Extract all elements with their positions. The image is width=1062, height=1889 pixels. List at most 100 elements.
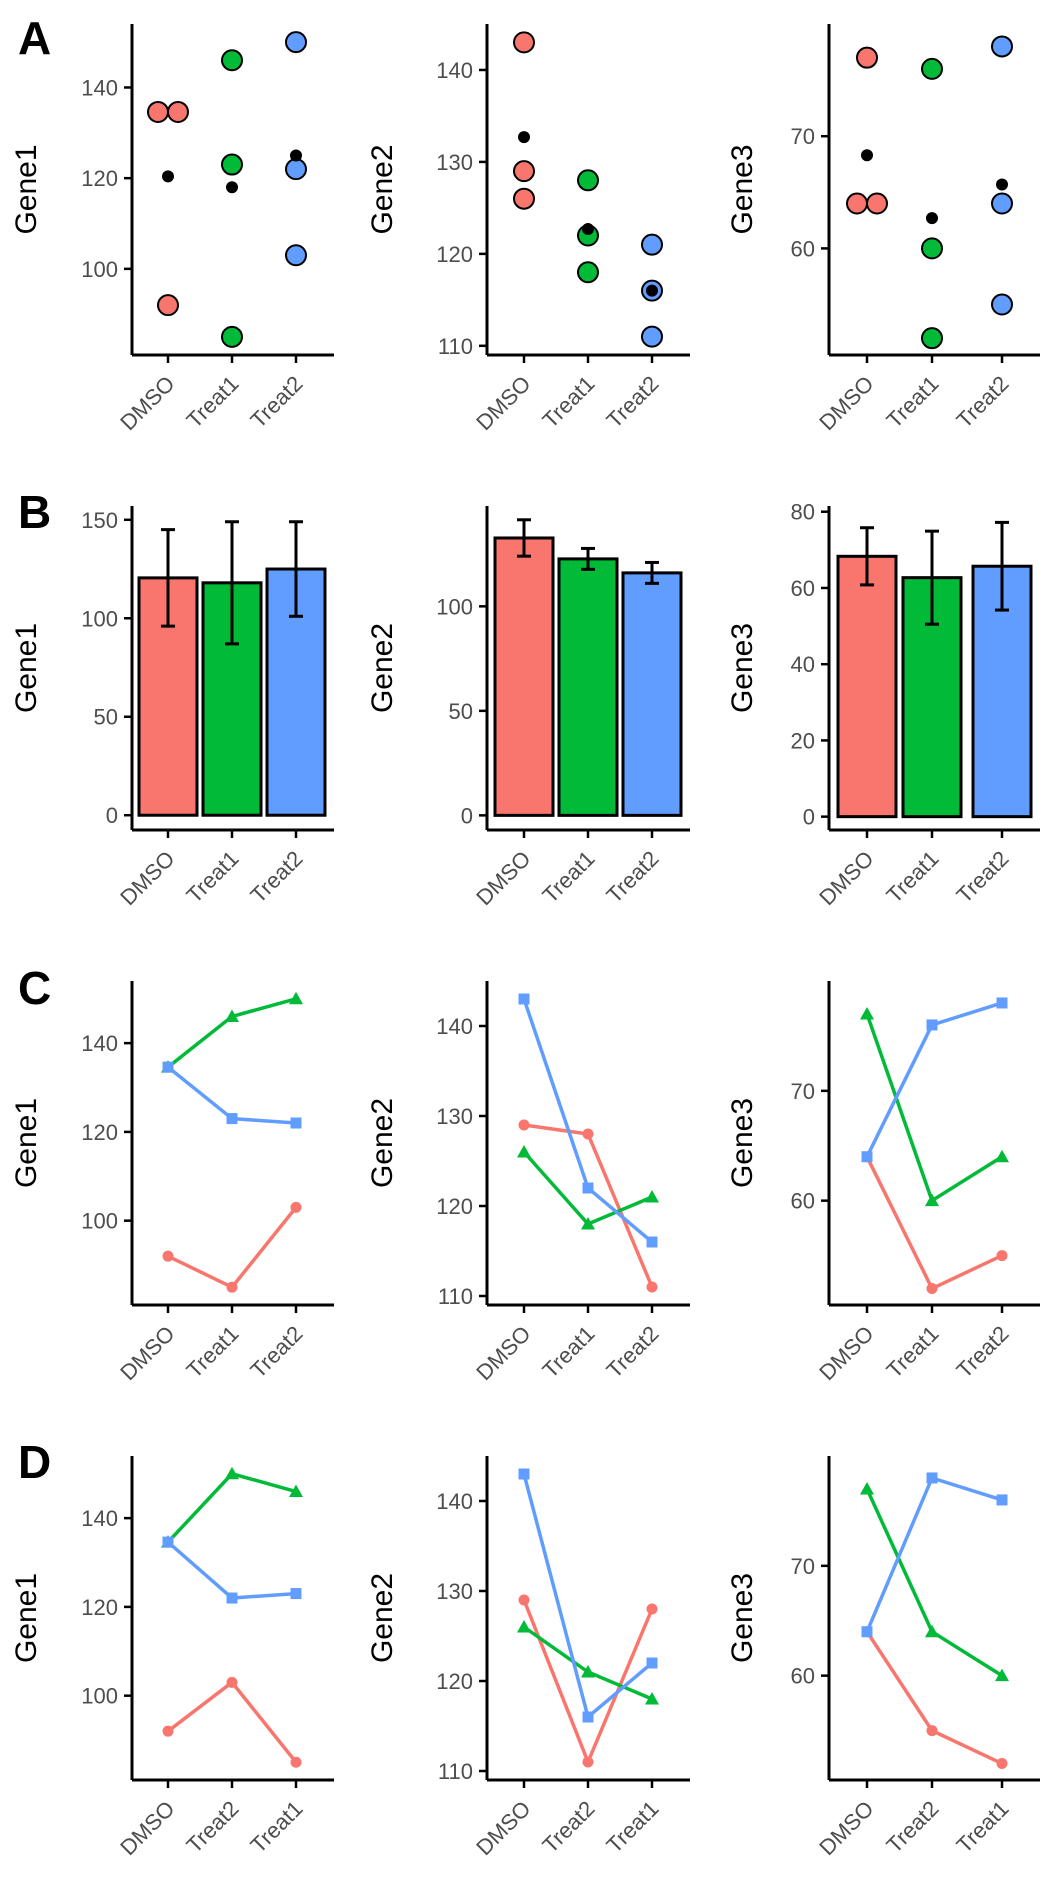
mean-point	[226, 181, 238, 194]
line-point	[290, 1117, 302, 1129]
x-tick-label: DMSO	[471, 371, 535, 435]
line-point	[581, 1217, 595, 1230]
chart-panel-c-gene2: 110 120 130 140 DMSO Treat1 Treat2 Gene2	[366, 981, 690, 1385]
data-point	[513, 187, 535, 210]
chart-panel-c-gene1: 100 120 140 DMSO Treat1 Treat2 Gene1	[10, 981, 334, 1385]
y-axis-label: Gene2	[366, 623, 399, 713]
x-tick-label: DMSO	[115, 1796, 179, 1860]
y-axis-label: Gene1	[10, 1573, 43, 1663]
mean-point	[646, 284, 658, 297]
y-tick-label: 0	[461, 803, 473, 828]
y-tick-label: 120	[81, 166, 118, 191]
x-tick-label: Treat1	[245, 1796, 307, 1858]
x-tick-label: Treat1	[181, 371, 243, 433]
data-point	[991, 293, 1013, 316]
chart-panel-b-gene2: 0 50 100 DMSO Treat1 Treat2 Gene2	[366, 506, 690, 910]
x-tick-label: DMSO	[814, 371, 878, 435]
data-point	[856, 46, 878, 69]
line-point	[646, 1603, 658, 1615]
y-axis-label: Gene3	[726, 623, 759, 713]
bar	[621, 571, 683, 817]
line-point	[645, 1692, 659, 1705]
line-point	[518, 993, 530, 1005]
y-tick-label: 20	[791, 728, 815, 753]
line-point	[996, 1250, 1008, 1262]
y-tick-label: 140	[436, 58, 473, 83]
y-tick-label: 60	[791, 576, 815, 601]
line-point	[645, 1190, 659, 1203]
data-point	[641, 325, 663, 348]
y-tick-label: 80	[791, 500, 815, 525]
line-point	[995, 1149, 1009, 1163]
y-tick-label: 140	[81, 75, 118, 100]
y-tick-label: 120	[436, 242, 473, 267]
data-point	[285, 244, 307, 267]
data-point	[577, 261, 599, 284]
y-tick-label: 140	[81, 1031, 118, 1056]
line-point	[162, 1061, 174, 1073]
line-point	[996, 997, 1008, 1009]
x-tick-label: Treat1	[181, 846, 243, 908]
chart-panel-a-gene3: 60 70 DMSO Treat1 Treat2 Gene3	[726, 24, 1040, 435]
y-axis-label: Gene3	[726, 1573, 759, 1663]
y-tick-label: 0	[106, 803, 118, 828]
chart-panel-d-gene2: 110 120 130 140 DMSO Treat2 Treat1 Gene2	[366, 1456, 690, 1860]
line-point	[289, 991, 303, 1005]
x-tick-label: Treat2	[951, 846, 1013, 908]
line-point	[646, 1236, 658, 1248]
line-point	[162, 1725, 174, 1737]
x-tick-label: Treat1	[881, 846, 943, 908]
line-point	[226, 1592, 238, 1604]
x-tick-label: Treat2	[181, 1796, 243, 1858]
y-tick-label: 140	[81, 1506, 118, 1531]
data-point	[147, 100, 169, 123]
y-tick-label: 60	[791, 236, 815, 261]
panel-letter-b: B	[18, 486, 51, 538]
y-tick-label: 140	[436, 1014, 473, 1039]
x-tick-label: Treat2	[245, 371, 307, 433]
panel-letter-c: C	[18, 962, 51, 1014]
x-tick-label: DMSO	[115, 1321, 179, 1385]
chart-panel-a-gene2: 110 120 130 140 DMSO Treat1 Treat2 Gene2	[366, 24, 690, 435]
mean-point	[162, 170, 174, 183]
data-point	[167, 100, 189, 123]
data-point	[285, 31, 307, 54]
line-point	[861, 1626, 873, 1638]
y-tick-label: 50	[94, 705, 118, 730]
line-point	[162, 1250, 174, 1262]
line-point	[925, 1624, 939, 1638]
line-point	[290, 1588, 302, 1600]
y-tick-label: 110	[438, 334, 473, 359]
y-axis-label: Gene1	[10, 144, 43, 234]
data-point	[513, 31, 535, 54]
mean-point	[926, 212, 938, 225]
panel-letter-a: A	[18, 12, 51, 64]
data-point	[921, 237, 943, 260]
y-axis-label: Gene3	[726, 1098, 759, 1188]
line-point	[646, 1657, 658, 1669]
x-tick-label: DMSO	[814, 1321, 878, 1385]
line-point	[517, 1620, 531, 1633]
series-line	[166, 1540, 297, 1600]
line-point	[518, 1468, 530, 1480]
x-tick-label: DMSO	[814, 846, 878, 910]
series-line	[166, 1679, 298, 1764]
x-tick-label: Treat1	[181, 1321, 243, 1383]
x-tick-label: Treat1	[601, 1796, 663, 1858]
line-point	[518, 1594, 530, 1606]
line-point	[225, 1466, 239, 1480]
data-point	[221, 153, 243, 176]
data-point	[285, 158, 307, 181]
line-point	[926, 1283, 938, 1295]
line-point	[226, 1676, 238, 1688]
series-line	[522, 1625, 653, 1701]
chart-panel-a-gene1: 100 120 140 DMSO Treat1 Treat2 Gene1	[10, 24, 334, 435]
mean-point	[582, 223, 594, 236]
y-tick-label: 120	[436, 1669, 473, 1694]
x-tick-label: Treat1	[537, 1321, 599, 1383]
line-point	[996, 1494, 1008, 1506]
y-axis-label: Gene2	[366, 1573, 399, 1663]
line-point	[225, 1009, 239, 1023]
x-tick-label: DMSO	[814, 1796, 878, 1860]
line-point	[926, 1725, 938, 1737]
